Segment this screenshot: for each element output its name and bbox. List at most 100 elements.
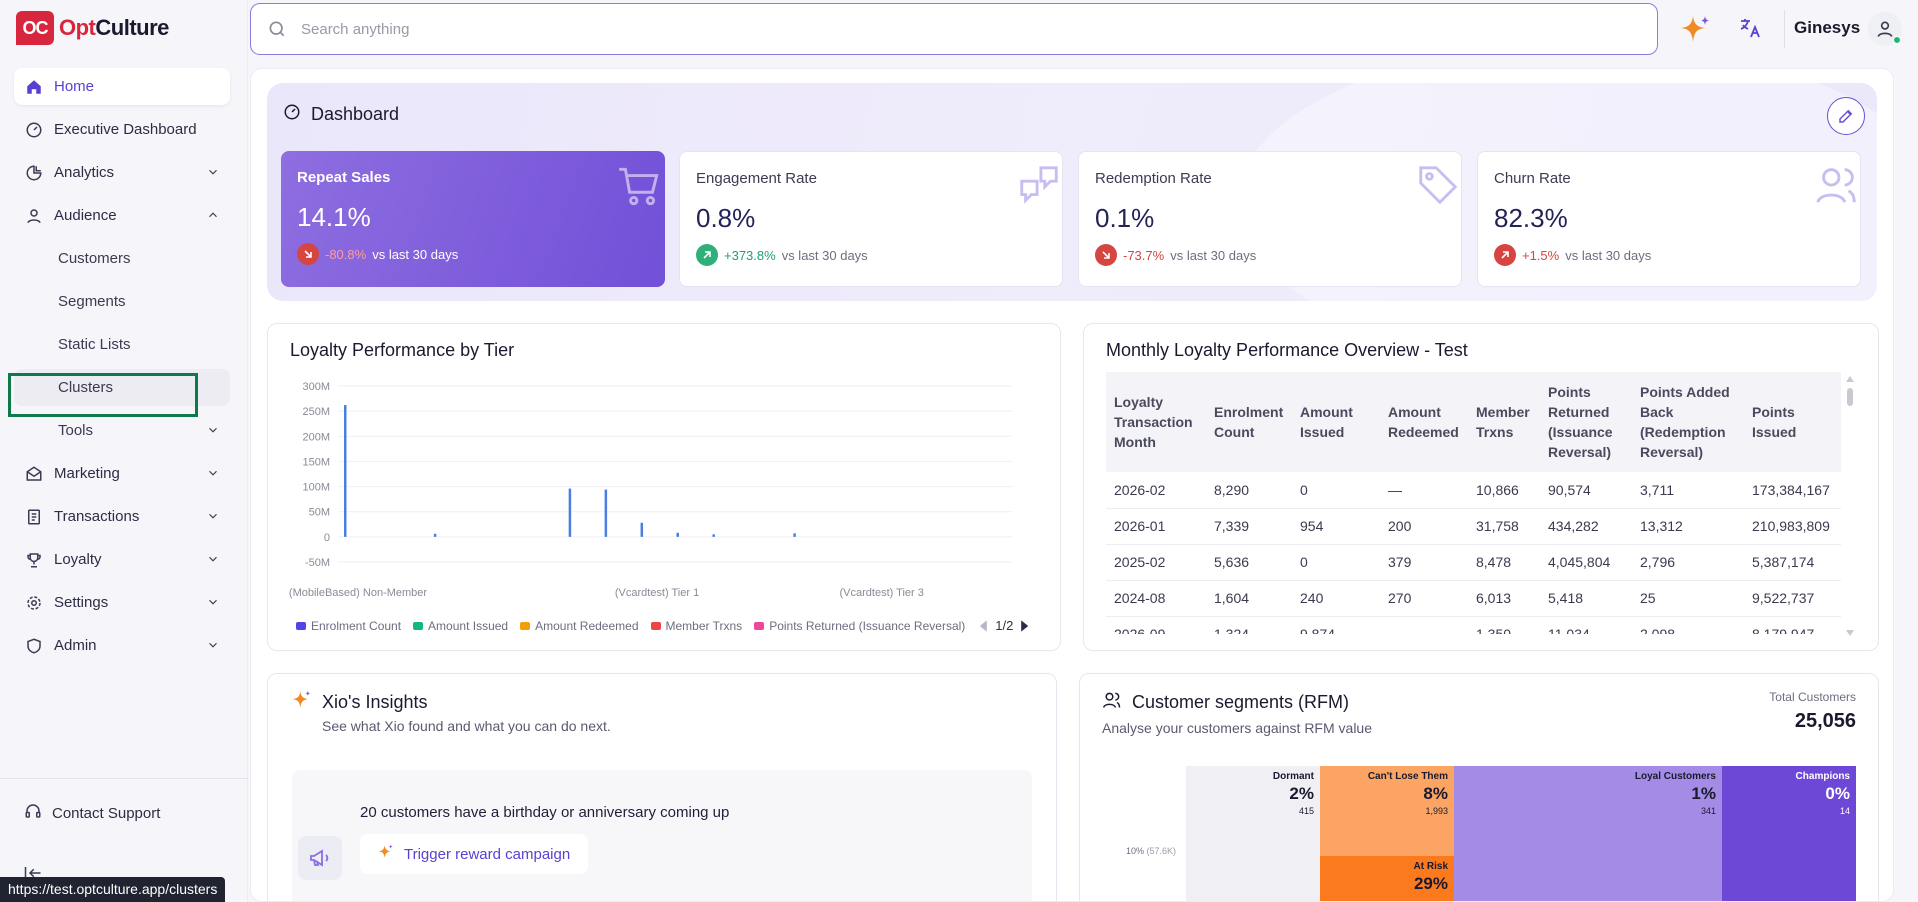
sidebar-subitem-tools[interactable]: Tools — [14, 412, 230, 449]
sidebar-item-label: Settings — [54, 594, 109, 611]
sidebar-item-settings[interactable]: Settings — [14, 584, 230, 621]
kpi-card-churn-rate[interactable]: Churn Rate 82.3% +1.5% vs last 30 days — [1477, 151, 1861, 287]
monthly-table-scroll[interactable]: Loyalty Transaction Month Enrolment Coun… — [1106, 372, 1841, 634]
scroll-up-icon[interactable] — [1846, 376, 1854, 382]
column-header[interactable]: Enrolment Count — [1206, 372, 1292, 472]
edit-dashboard-button[interactable] — [1827, 97, 1865, 135]
sidebar-item-home[interactable]: Home — [14, 68, 230, 105]
rfm-segment-at-risk[interactable]: At Risk 29% — [1320, 856, 1454, 901]
table-scrollbar[interactable] — [1846, 376, 1854, 636]
sidebar-subitem-customers[interactable]: Customers — [58, 250, 131, 267]
focus-highlight-box — [8, 373, 198, 417]
column-header[interactable]: Loyalty Transaction Month — [1106, 372, 1206, 472]
sidebar-item-transactions[interactable]: Transactions — [14, 498, 230, 535]
sidebar-item-admin[interactable]: Admin — [14, 627, 230, 664]
legend-label: Enrolment Count — [311, 618, 402, 633]
column-header[interactable]: Member Trxns — [1468, 372, 1540, 472]
trophy-icon — [24, 550, 44, 570]
avatar[interactable] — [1868, 12, 1902, 46]
pie-chart-icon — [24, 163, 44, 183]
table-cell: 8,478 — [1468, 544, 1540, 581]
translate-icon[interactable] — [1738, 16, 1762, 40]
chart-bar[interactable] — [793, 533, 796, 537]
sidebar-item-marketing[interactable]: Marketing — [14, 455, 230, 492]
segment-percent: 2% — [1289, 784, 1314, 803]
search-input[interactable] — [301, 20, 1601, 38]
table-cell: 5,418 — [1540, 580, 1632, 617]
loyalty-performance-chart-card: Loyalty Performance by Tier 300M 250M 200M… — [267, 323, 1061, 651]
sidebar-item-label: Loyalty — [54, 551, 102, 568]
table-row[interactable]: 2026-09 1,324 9,874—1,350 11,034 2,098 8,179,… — [1106, 616, 1841, 634]
contact-support-link[interactable]: Contact Support — [24, 802, 160, 824]
sidebar-item-analytics[interactable]: Analytics — [14, 154, 230, 191]
sidebar-item-loyalty[interactable]: Loyalty — [14, 541, 230, 578]
chart-bar[interactable] — [604, 489, 608, 537]
rfm-header: Customer segments (RFM) — [1102, 690, 1349, 715]
legend-prev-icon[interactable] — [977, 619, 991, 633]
monthly-performance-card: Monthly Loyalty Performance Overview - T… — [1083, 323, 1879, 651]
insight-item: 20 customers have a birthday or annivers… — [292, 770, 1032, 901]
kpi-card-repeat-sales[interactable]: Repeat Sales 14.1% -80.8% vs last 30 day… — [281, 151, 665, 287]
ai-sparkle-icon[interactable] — [1678, 14, 1712, 46]
legend-item[interactable]: Enrolment Count — [296, 619, 401, 633]
legend-item[interactable]: Points Returned (Issuance Reversal) — [754, 619, 965, 633]
table-cell: 8,290 — [1206, 472, 1292, 509]
x-tick-label: (MobileBased) Non-Member — [289, 587, 427, 599]
rfm-axis-sub: (57.6K) — [1146, 846, 1177, 856]
legend-pager: 1/2 — [977, 618, 1031, 633]
segment-count: 1,993 — [1425, 806, 1448, 816]
rfm-segments-card: Customer segments (RFM) Analyse your cus… — [1079, 673, 1879, 901]
y-tick-label: 300M — [302, 381, 330, 393]
rfm-segment-dormant[interactable]: Dormant 2% 415 — [1186, 766, 1320, 901]
rfm-segment-cant-lose-them[interactable]: Can't Lose Them 8% 1,993 — [1320, 766, 1454, 856]
legend-label: Member Trxns — [665, 618, 743, 633]
chart-bar[interactable] — [568, 488, 572, 537]
table-cell: 9,522,737 — [1744, 580, 1841, 617]
scroll-down-icon[interactable] — [1846, 630, 1854, 636]
legend-item[interactable]: Member Trxns — [650, 618, 743, 633]
sidebar-item-executive-dashboard[interactable]: Executive Dashboard — [14, 111, 230, 148]
chart-bar[interactable] — [344, 405, 347, 537]
chevron-down-icon — [209, 599, 217, 605]
chart-bar[interactable] — [676, 532, 680, 537]
rfm-segment-champions[interactable]: Champions 0% 14 — [1722, 766, 1856, 901]
column-header[interactable]: Points Returned (Issuance Reversal) — [1540, 372, 1632, 472]
sidebar-nav: Home Executive Dashboard Analytics Audie… — [14, 68, 230, 670]
column-header[interactable]: Points Added Back (Redemption Reversal) — [1632, 372, 1744, 472]
segment-name: At Risk — [1413, 861, 1448, 872]
sidebar-subitem-segments[interactable]: Segments — [58, 293, 126, 310]
user-icon — [24, 206, 44, 226]
search-bar[interactable] — [250, 3, 1658, 55]
arrow-up-right-icon — [696, 244, 718, 266]
kpi-card-engagement-rate[interactable]: Engagement Rate 0.8% +373.8% vs last 30 … — [679, 151, 1063, 287]
chevron-down-icon — [209, 470, 217, 476]
chevron-down-icon — [209, 427, 217, 433]
legend-label: Amount Issued — [428, 618, 509, 633]
brand-logo[interactable]: OC OptCulture — [16, 10, 169, 46]
legend-next-icon[interactable] — [1017, 619, 1031, 633]
sidebar-divider — [0, 778, 248, 779]
chart-bar[interactable] — [433, 533, 437, 537]
table-row[interactable]: 2026-02 8,290 0—10,866 90,574 3,711 173,384,1… — [1106, 472, 1841, 509]
table-cell: — — [1380, 472, 1468, 509]
kpi-label: Repeat Sales — [297, 169, 391, 186]
trigger-reward-campaign-button[interactable]: Trigger reward campaign — [360, 834, 589, 874]
chart-bar[interactable] — [712, 534, 715, 537]
table-row[interactable]: 2025-02 5,636 0 379 8,478 4,045,804 2,796 5,387… — [1106, 544, 1841, 581]
table-row[interactable]: 2026-01 7,339 954 200 31,758 434,282 13,312 210… — [1106, 508, 1841, 545]
legend-item[interactable]: Amount Redeemed — [520, 619, 639, 633]
chart-bar[interactable] — [640, 522, 644, 537]
column-header[interactable]: Amount Issued — [1292, 372, 1380, 472]
sidebar-subitem-static-lists[interactable]: Static Lists — [58, 336, 131, 353]
kpi-card-redemption-rate[interactable]: Redemption Rate 0.1% -73.7% vs last 30 d… — [1078, 151, 1462, 287]
table-row[interactable]: 2024-08 1,604 240 270 6,013 5,418 25 9,522,737 — [1106, 580, 1841, 617]
column-header[interactable]: Points Issued — [1744, 372, 1841, 472]
user-name[interactable]: Ginesys — [1794, 18, 1861, 37]
scrollbar-thumb[interactable] — [1847, 388, 1853, 406]
column-header[interactable]: Amount Redeemed — [1380, 372, 1468, 472]
legend-item[interactable]: Amount Issued — [413, 619, 508, 633]
rfm-segment-loyal-customers[interactable]: Loyal Customers 1% 341 — [1454, 766, 1722, 901]
table-header-row: Loyalty Transaction Month Enrolment Coun… — [1106, 372, 1841, 472]
kpi-delta-value: +373.8% — [724, 247, 776, 263]
sidebar-item-audience[interactable]: Audience — [14, 197, 230, 234]
